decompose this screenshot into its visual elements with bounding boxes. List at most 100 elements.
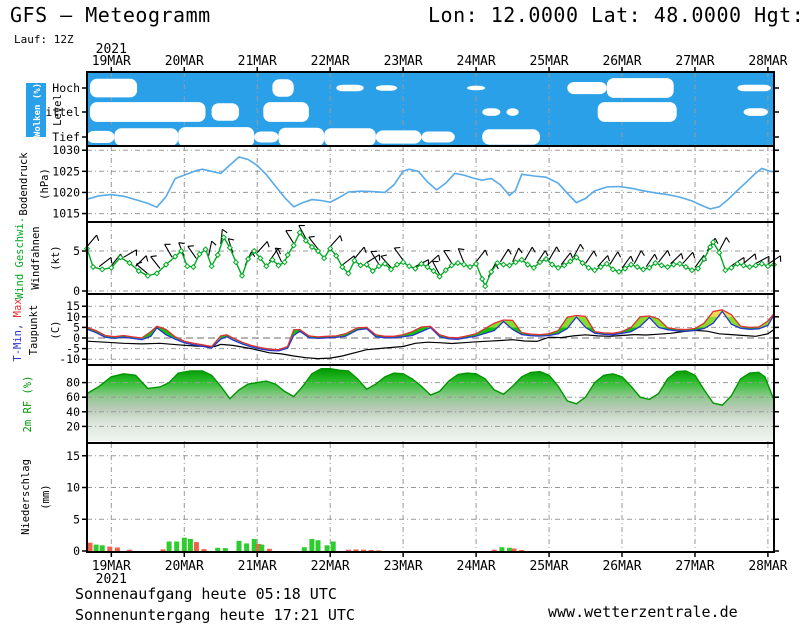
- cloud-blob: [263, 102, 309, 122]
- precip-bar: [324, 545, 330, 551]
- wind-marker: [333, 252, 340, 259]
- wind-barb: [755, 255, 770, 264]
- wind-marker: [536, 259, 544, 266]
- bottom-date-axis: 19MAR 20MAR 21MAR 22MAR 23MAR 24MAR 25MAR 26MAR…: [92, 552, 788, 587]
- y-tick-label: 20: [66, 419, 80, 433]
- humidity-area: [87, 368, 774, 441]
- panel-label: (mm): [40, 484, 52, 509]
- precip-bar: [330, 541, 336, 551]
- wind-marker: [728, 264, 735, 271]
- wind-marker: [555, 264, 562, 271]
- wind-marker: [257, 255, 264, 262]
- wind-marker: [436, 273, 443, 280]
- y-tick-label: -10: [59, 352, 80, 366]
- y-tick-label: 1020: [52, 185, 80, 199]
- wind-barb: [585, 250, 595, 264]
- wind-marker: [676, 260, 683, 267]
- panel-label: (C): [50, 321, 62, 340]
- wind-marker: [238, 272, 246, 279]
- cloud-blob: [114, 128, 179, 146]
- precip-panel: 0 5 10 15 Niederschlag (mm): [20, 442, 779, 558]
- wind-marker: [700, 255, 708, 263]
- precip-bar: [222, 548, 228, 551]
- wind-barb: [743, 253, 756, 264]
- date-label: 27MAR: [675, 559, 714, 574]
- date-label: 26MAR: [602, 54, 641, 69]
- wind-barb: [512, 247, 520, 263]
- wind-marker: [357, 262, 364, 269]
- wind-marker: [634, 263, 641, 271]
- y-tick-label: 1015: [52, 207, 80, 221]
- wind-barb: [86, 234, 98, 247]
- cloud-blob: [278, 127, 325, 147]
- y-tick-label: 40: [66, 405, 80, 419]
- wind-marker: [214, 251, 221, 259]
- precip-bar: [301, 547, 307, 551]
- wind-barb: [308, 236, 319, 250]
- wind-marker: [682, 263, 689, 271]
- cloud-blob: [336, 84, 364, 92]
- wind-marker: [573, 254, 580, 261]
- precip-bar: [107, 546, 113, 551]
- cloud-blob: [211, 103, 239, 121]
- wind-marker: [89, 263, 97, 271]
- wind-marker: [369, 267, 376, 275]
- wind-marker: [418, 260, 425, 267]
- precip-bar: [166, 541, 172, 551]
- pressure-line: [86, 156, 775, 210]
- y-tick-label: -5: [66, 342, 80, 356]
- wind-marker: [363, 261, 370, 268]
- wind-barb: [341, 255, 355, 266]
- precip-bar: [187, 538, 193, 551]
- run-label: Lauf: 12Z: [14, 33, 74, 46]
- wind-barb: [609, 251, 619, 265]
- cloud-blob: [375, 85, 398, 91]
- wind-marker: [375, 263, 382, 270]
- precip-bar: [99, 545, 105, 551]
- wind-marker: [609, 266, 616, 273]
- wind-marker: [640, 266, 647, 273]
- wind-marker: [162, 261, 170, 268]
- precip-bar: [193, 542, 199, 551]
- cloud-blob: [272, 79, 294, 97]
- precip-bar: [256, 544, 262, 551]
- page-title: GFS — Meteogramm: [10, 3, 211, 27]
- wind-marker: [314, 247, 322, 255]
- wind-barb: [432, 261, 441, 275]
- top-date-axis: 19MAR 20MAR 21MAR 22MAR 23MAR 24MAR 25MAR 26MAR…: [92, 42, 788, 72]
- humidity-line: [86, 368, 775, 406]
- wind-marker: [488, 268, 495, 275]
- date-label: 23MAR: [384, 54, 423, 69]
- cloud-blob: [90, 102, 206, 122]
- cloud-blob: [421, 131, 455, 143]
- precip-bar: [507, 547, 512, 551]
- date-label: 26MAR: [602, 559, 641, 574]
- wind-marker: [615, 268, 623, 275]
- panel-label: Level: [52, 94, 64, 126]
- sunset-text: Sonnenuntergang heute 17:21 UTC: [75, 606, 355, 624]
- wolken-chip: [26, 83, 46, 137]
- panel-label: Niederschlag: [20, 459, 32, 535]
- sunrise-text: Sonnenaufgang heute 05:18 UTC: [75, 585, 337, 603]
- date-label: 19MAR: [92, 559, 131, 574]
- cloud-blob: [178, 127, 255, 147]
- website-text: www.wetterzentrale.de: [548, 603, 738, 621]
- y-tick-label: 80: [66, 376, 80, 390]
- wind-marker: [591, 267, 598, 274]
- wind-barb: [645, 253, 656, 267]
- wind-marker: [710, 239, 717, 246]
- wind-marker: [722, 267, 729, 274]
- wind-marker: [153, 270, 161, 277]
- wind-marker: [281, 259, 288, 266]
- wind-panel: 0 5 Wind Geschwi. Windfahnen (kt): [14, 217, 782, 299]
- wind-barb: [164, 244, 173, 258]
- wind-marker: [226, 244, 233, 251]
- cloud-blob: [90, 78, 138, 98]
- wind-marker: [275, 262, 282, 269]
- wind-marker: [178, 247, 185, 255]
- date-label: 23MAR: [384, 559, 423, 574]
